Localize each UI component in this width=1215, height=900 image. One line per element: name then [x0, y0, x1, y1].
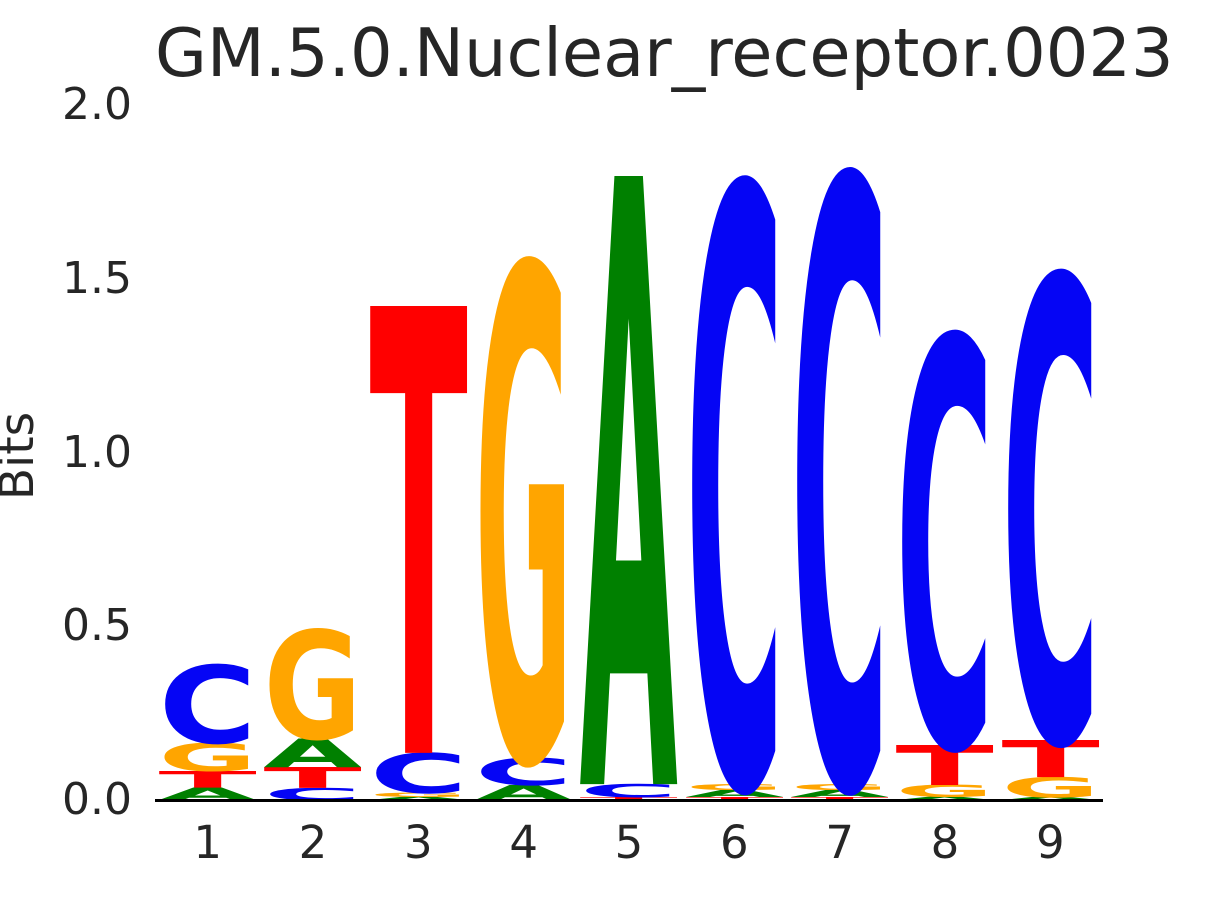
logo-letter-C-pos9: C: [1000, 153, 1101, 890]
svg-text:T: T: [791, 796, 889, 801]
logo-letter-G-pos3: G: [368, 792, 469, 799]
svg-text:A: A: [685, 788, 784, 799]
svg-text:A: A: [369, 796, 468, 801]
logo-letter-C-pos8: C: [894, 226, 995, 877]
svg-text:G: G: [369, 792, 467, 799]
svg-text:T: T: [580, 796, 678, 801]
x-tick-label-2: 2: [298, 816, 328, 869]
logo-letter-A-pos3: A: [368, 796, 469, 801]
logo-letter-G-pos4: G: [473, 131, 574, 900]
y-tick-label-1.0: 1.0: [62, 426, 132, 478]
logo-letter-T-pos7: T: [789, 796, 890, 801]
logo-letter-T-pos8: T: [894, 734, 995, 798]
x-tick-label-4: 4: [509, 816, 538, 869]
svg-text:C: C: [475, 750, 573, 793]
svg-text:A: A: [896, 796, 995, 801]
svg-text:G: G: [791, 782, 889, 791]
logo-letter-C-pos7: C: [789, 12, 890, 900]
x-tick-label-5: 5: [614, 816, 644, 869]
svg-text:C: C: [159, 643, 257, 768]
x-tick-label-6: 6: [720, 816, 749, 869]
y-tick-label-1.5: 1.5: [62, 252, 132, 304]
logo-letter-A-pos2: A: [262, 731, 363, 777]
svg-text:G: G: [1001, 771, 1099, 803]
x-tick-label-3: 3: [404, 816, 433, 869]
svg-text:A: A: [1001, 796, 1100, 801]
logo-letter-C-pos5: C: [578, 780, 679, 801]
x-axis-line: [155, 799, 1103, 802]
logo-letter-A-pos6: A: [684, 788, 785, 799]
svg-text:T: T: [159, 767, 257, 793]
svg-text:A: A: [264, 731, 363, 777]
logo-letter-G-pos7: G: [789, 782, 890, 791]
logo-letter-G-pos6: G: [684, 782, 785, 791]
svg-text:C: C: [369, 742, 467, 806]
svg-text:T: T: [896, 734, 995, 798]
y-tick-label-0.0: 0.0: [62, 774, 132, 825]
x-tick-label-9: 9: [1036, 816, 1065, 869]
svg-text:G: G: [159, 736, 257, 781]
logo-letter-A-pos8: A: [894, 796, 995, 801]
logo-letter-C-pos6: C: [684, 23, 785, 900]
logo-letter-A-pos7: A: [789, 788, 890, 799]
svg-text:A: A: [791, 788, 890, 799]
logo-letter-G-pos9: G: [1000, 771, 1101, 803]
y-tick-label-2.0: 2.0: [62, 79, 132, 130]
logo-letter-T-pos9: T: [1000, 730, 1101, 789]
logo-letter-C-pos4: C: [473, 750, 574, 793]
logo-letter-C-pos1: C: [157, 643, 258, 768]
logo-letter-A-pos9: A: [1000, 796, 1101, 801]
svg-text:C: C: [685, 23, 783, 900]
svg-text:A: A: [580, 10, 679, 900]
svg-text:C: C: [1001, 153, 1099, 890]
logo-letter-T-pos5: T: [578, 796, 679, 801]
svg-text:T: T: [1001, 730, 1100, 789]
svg-text:T: T: [685, 796, 783, 801]
logo-letter-G-pos2: G: [262, 601, 363, 774]
svg-text:G: G: [264, 601, 362, 774]
logo-letter-T-pos2: T: [262, 761, 363, 794]
svg-text:C: C: [791, 12, 889, 900]
logo-letter-G-pos1: G: [157, 736, 258, 781]
logo-letter-C-pos3: C: [368, 742, 469, 806]
logo-letter-T-pos6: T: [684, 796, 785, 801]
svg-text:T: T: [369, 183, 468, 897]
svg-text:T: T: [264, 761, 363, 794]
logo-letter-A-pos5: A: [578, 10, 679, 900]
x-tick-label-1: 1: [193, 816, 222, 869]
y-tick-label-0.5: 0.5: [62, 600, 132, 652]
svg-text:G: G: [685, 782, 783, 791]
logo-letter-T-pos1: T: [157, 767, 258, 793]
x-tick-label-7: 7: [825, 816, 854, 869]
x-tick-label-8: 8: [930, 816, 960, 869]
svg-text:C: C: [580, 780, 678, 801]
figure-title: GM.5.0.Nuclear_receptor.0023: [155, 14, 1174, 92]
svg-text:C: C: [896, 226, 994, 877]
logo-letter-T-pos3: T: [368, 183, 469, 897]
logo-letter-G-pos8: G: [894, 782, 995, 801]
svg-text:G: G: [475, 131, 573, 900]
svg-text:G: G: [896, 782, 994, 801]
